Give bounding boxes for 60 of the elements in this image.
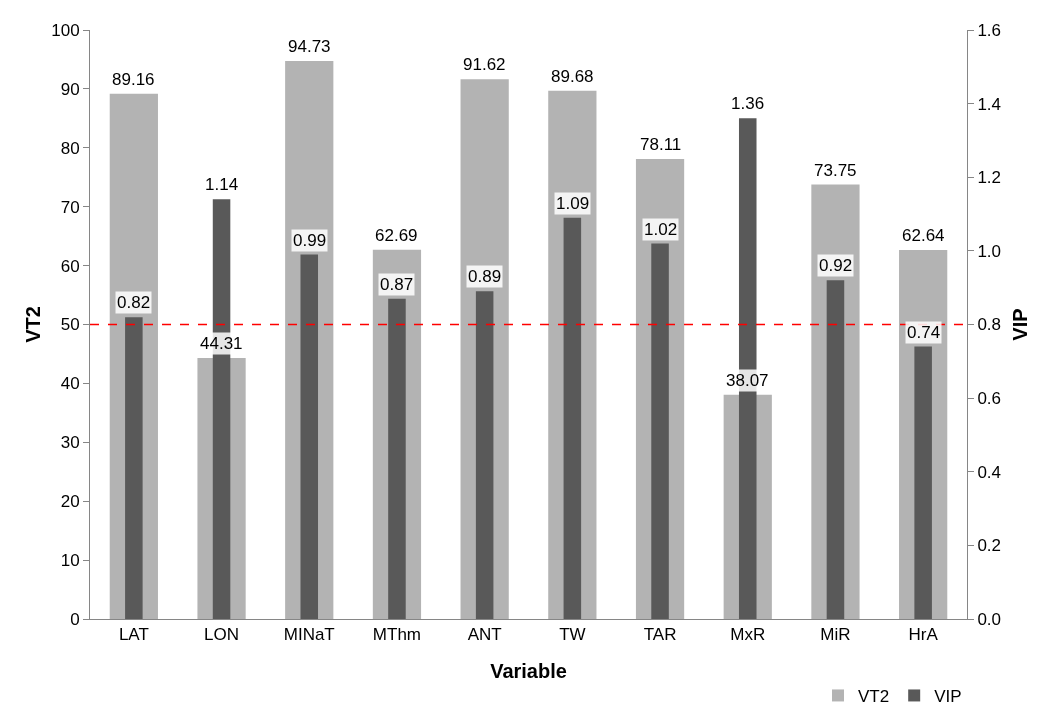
x-tick-label: TAR	[643, 625, 677, 645]
y2-tick-label: 0.0	[977, 609, 1002, 629]
data-label: 73.75	[814, 161, 857, 180]
x-tick-label: MINaT	[283, 625, 335, 645]
y-tick-label: 60	[60, 256, 80, 276]
y2-tick-label: 0.6	[977, 389, 1002, 409]
data-label: 1.14	[205, 175, 239, 194]
bar	[475, 291, 494, 619]
y-tick-label: 90	[60, 79, 80, 99]
y2-tick-label: 1.0	[977, 241, 1002, 261]
y-tick-label: 10	[60, 551, 80, 571]
bar	[300, 254, 319, 619]
y-tick-label: 0	[70, 609, 80, 629]
x-tick-label: TW	[559, 625, 586, 645]
data-label: 1.36	[731, 94, 765, 113]
data-label: 0.74	[907, 323, 941, 342]
y2-axis-title: VIP	[1009, 308, 1031, 341]
data-label: 0.82	[117, 293, 151, 312]
y-tick-label: 100	[51, 20, 80, 40]
x-tick-label: MThm	[372, 625, 422, 645]
bar	[125, 317, 143, 619]
data-label: 0.99	[293, 231, 327, 250]
x-tick-label: MiR	[820, 625, 851, 645]
data-label: 1.09	[556, 194, 590, 213]
y-tick-label: 20	[60, 492, 80, 512]
bar	[914, 346, 932, 619]
x-tick-label: MxR	[730, 625, 766, 645]
y-tick-label: 40	[60, 374, 80, 394]
x-axis-title: Variable	[490, 659, 567, 682]
legend-label: VIP	[934, 687, 962, 707]
y-tick-label: 70	[60, 197, 80, 217]
data-label: 0.87	[380, 275, 414, 294]
y2-tick-label: 1.2	[977, 168, 1002, 188]
data-label: 62.64	[902, 226, 945, 245]
y-tick-label: 30	[60, 433, 80, 453]
y-axis-title: VT2	[22, 306, 44, 343]
y2-tick-label: 1.4	[977, 94, 1002, 114]
data-label: 38.07	[726, 371, 769, 390]
legend-label: VT2	[858, 687, 890, 707]
data-label: 44.31	[200, 334, 243, 353]
data-label: 1.02	[644, 220, 678, 239]
data-label: 89.16	[112, 70, 155, 89]
data-label: 94.73	[288, 37, 331, 56]
data-label: 0.92	[819, 256, 853, 275]
x-tick-label: HrA	[908, 625, 939, 645]
data-label: 78.11	[640, 135, 682, 154]
data-label: 89.68	[551, 67, 594, 86]
x-tick-label: ANT	[467, 625, 502, 645]
y2-tick-label: 0.8	[977, 315, 1002, 335]
y-tick-label: 50	[60, 315, 80, 335]
y2-tick-label: 1.6	[977, 20, 1002, 40]
y-tick-label: 80	[60, 138, 80, 158]
y2-tick-label: 0.4	[977, 462, 1002, 482]
x-tick-label: LAT	[118, 625, 149, 645]
data-label: 91.62	[463, 55, 506, 74]
bar	[563, 217, 582, 619]
x-tick-label: LON	[204, 625, 240, 645]
data-label: 62.69	[375, 226, 418, 245]
y2-tick-label: 0.2	[977, 536, 1002, 556]
data-label: 0.89	[468, 267, 502, 286]
